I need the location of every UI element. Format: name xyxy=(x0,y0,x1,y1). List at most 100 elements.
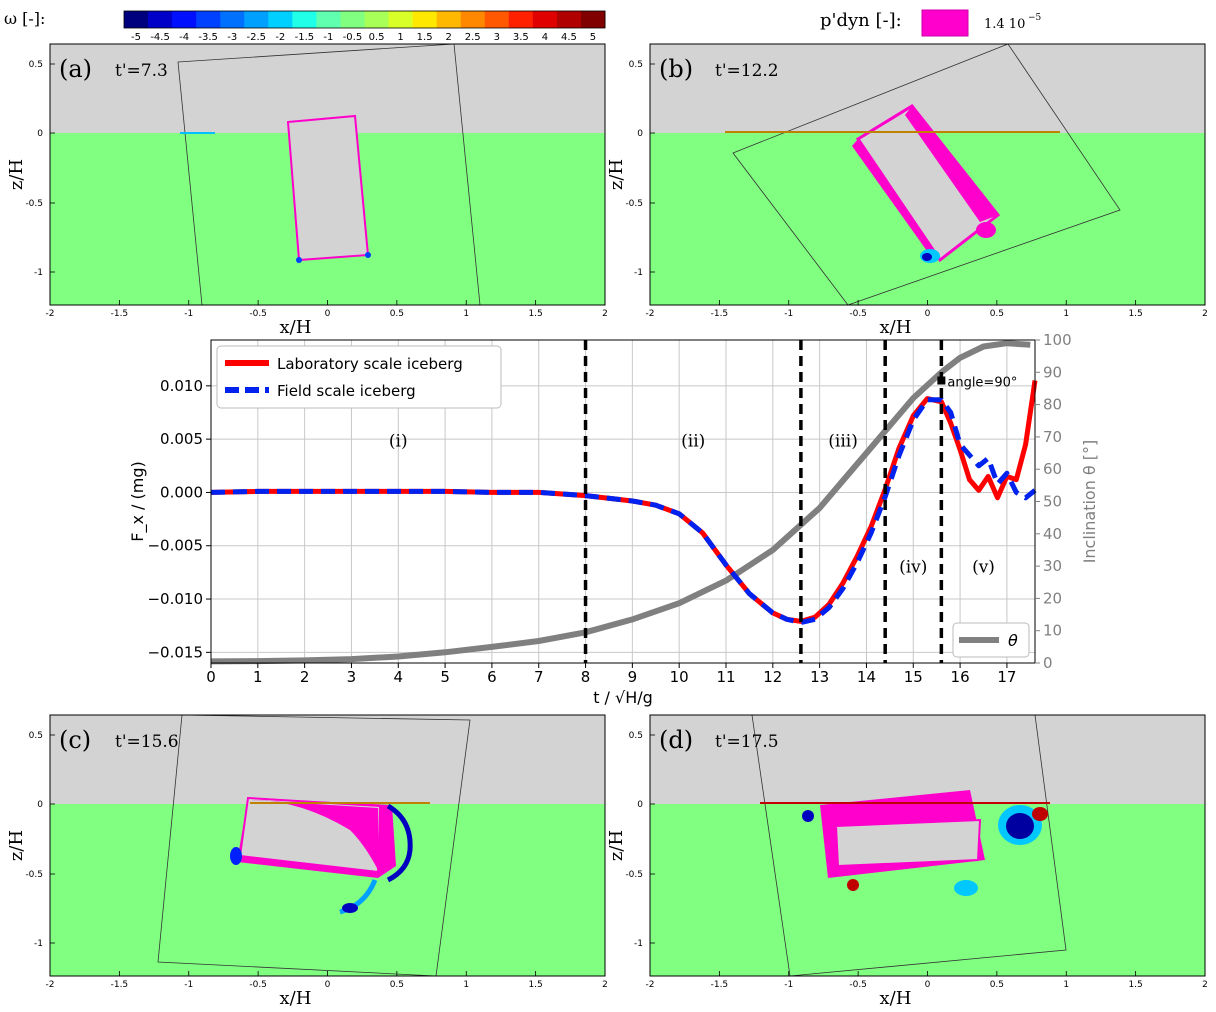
y2-tick-label: 30 xyxy=(1043,557,1062,575)
y-axis-label: z/H xyxy=(606,830,627,861)
phase-label: (ii) xyxy=(681,432,705,452)
angle-annotation: angle=90° xyxy=(947,376,1017,391)
x-tick-label: 1 xyxy=(253,668,263,686)
panel-d xyxy=(649,714,1206,977)
y2-tick-label: 20 xyxy=(1043,589,1062,607)
colorbar-tick-label: 1 xyxy=(397,32,403,43)
panel-c xyxy=(49,714,606,977)
panel-time: t'=15.6 xyxy=(115,732,179,752)
colorbar-tick-label: 4 xyxy=(542,32,548,43)
x-tick-label: 7 xyxy=(534,668,544,686)
y2-tick-label: 80 xyxy=(1043,396,1062,414)
x-tick-label: -2 xyxy=(646,309,655,319)
vortex xyxy=(1032,807,1048,821)
y-tick-label: 0.5 xyxy=(29,60,43,70)
series-field-line xyxy=(210,397,1037,625)
x-axis-label: x/H xyxy=(280,988,312,1009)
colorbar-swatch xyxy=(124,11,149,28)
x-tick-label: 2 xyxy=(1202,309,1208,319)
x-tick-label: -1.5 xyxy=(711,309,729,319)
pdyn-region xyxy=(905,106,998,222)
y-tick-label: -0.5 xyxy=(625,870,643,880)
y2-axis-label: Inclination θ [°] xyxy=(1080,440,1099,564)
panel-label: (c) xyxy=(59,726,91,754)
y-tick-label: -1 xyxy=(634,268,643,278)
x-tick-label: -2 xyxy=(46,309,55,319)
pdyn-legend: p'dyn [-]: 1.4 10 −5 xyxy=(820,9,1042,37)
vortex xyxy=(386,803,413,883)
colorbar-swatch xyxy=(412,11,438,28)
colorbar-tick-label: -2 xyxy=(275,32,285,43)
colorbar-tick-label: -0.5 xyxy=(343,32,363,43)
air-region xyxy=(650,715,1205,804)
x-tick-label: -0.5 xyxy=(249,309,267,319)
x-tick-label: 0.5 xyxy=(390,309,404,319)
series-lab-line xyxy=(210,380,1038,624)
x-tick-label: 17 xyxy=(997,668,1016,686)
panel-label: (a) xyxy=(59,55,92,83)
colorbar-swatch xyxy=(148,11,173,28)
x-tick-label: -1.5 xyxy=(111,980,129,990)
panel-label: (b) xyxy=(659,55,693,83)
vortex xyxy=(230,847,242,865)
colorbar-tick-label: -1.5 xyxy=(295,32,315,43)
x-tick-label: -0.5 xyxy=(849,980,867,990)
pdyn-value: 1.4 10 xyxy=(984,17,1025,32)
x-tick-label: -1.5 xyxy=(711,980,729,990)
x-tick-label: -1 xyxy=(184,980,193,990)
pdyn-label: p'dyn [-]: xyxy=(820,10,902,31)
y-axis-label: F_x / (mg) xyxy=(128,461,148,541)
y-tick-label: −0.005 xyxy=(147,537,203,555)
omega-label: ω [-]: xyxy=(4,9,45,28)
legend-box xyxy=(216,345,502,409)
colorbar-tick-label: 3 xyxy=(494,32,500,43)
colorbar-tick-label: -4.5 xyxy=(150,32,170,43)
x-tick-label: 0 xyxy=(925,980,931,990)
pdyn-swatch xyxy=(921,9,969,37)
series-theta-line xyxy=(210,340,1031,665)
y-axis-label: z/H xyxy=(6,159,27,190)
y2-tick-label: 70 xyxy=(1043,428,1062,446)
x-tick-label: 1.5 xyxy=(1128,309,1142,319)
colorbar-swatch xyxy=(196,11,221,28)
colorbar-swatch xyxy=(556,11,582,28)
colorbar-swatch xyxy=(172,11,197,28)
y-tick-label: 0.005 xyxy=(160,430,203,448)
colorbar-swatch xyxy=(316,11,341,28)
pdyn-exponent: −5 xyxy=(1028,13,1042,23)
legend-main: Laboratory scale iceberg Field scale iceb… xyxy=(216,345,502,409)
colorbar-tick-label: -5 xyxy=(131,32,141,43)
force-chart: (i) (ii) (iii)(iv) (v)angle=90°0 1 2 3 4 5 6 7 8 9 10… xyxy=(128,331,1099,707)
colorbar-tick-label: -2.5 xyxy=(247,32,267,43)
mesh-box xyxy=(732,43,1121,306)
x-tick-label: 0 xyxy=(206,668,216,686)
x-tick-label: 10 xyxy=(670,668,689,686)
y-tick-label: 0.000 xyxy=(160,483,203,501)
x-tick-label: 8 xyxy=(581,668,591,686)
panel-time: t'=7.3 xyxy=(115,61,168,81)
y2-tick-label: 0 xyxy=(1043,654,1053,672)
x-tick-label: 1 xyxy=(463,980,469,990)
x-tick-label: 4 xyxy=(393,668,403,686)
y-tick-label: -0.5 xyxy=(25,870,43,880)
colorbar-tick-label: 3.5 xyxy=(513,32,529,43)
x-tick-label: -1 xyxy=(784,980,793,990)
annotation-marker xyxy=(937,376,946,385)
y-axis-label: z/H xyxy=(606,159,627,190)
x-axis-label: x/H xyxy=(880,317,912,338)
colorbar-tick-label: 1.5 xyxy=(417,32,433,43)
panel-label: (d) xyxy=(659,726,693,754)
x-axis-label: x/H xyxy=(880,988,912,1009)
y-tick-label: 0.5 xyxy=(629,60,643,70)
x-tick-label: 15 xyxy=(904,668,923,686)
x-tick-label: 6 xyxy=(487,668,497,686)
colorbar-swatch xyxy=(436,11,462,28)
x-tick-label: -1.5 xyxy=(111,309,129,319)
vortex xyxy=(802,810,814,822)
panel-time: t'=12.2 xyxy=(715,61,779,81)
colorbar-swatch xyxy=(388,11,414,28)
colorbar-tick-label: -3 xyxy=(227,32,237,43)
y2-tick-label: 50 xyxy=(1043,493,1062,511)
vortex xyxy=(954,880,978,896)
